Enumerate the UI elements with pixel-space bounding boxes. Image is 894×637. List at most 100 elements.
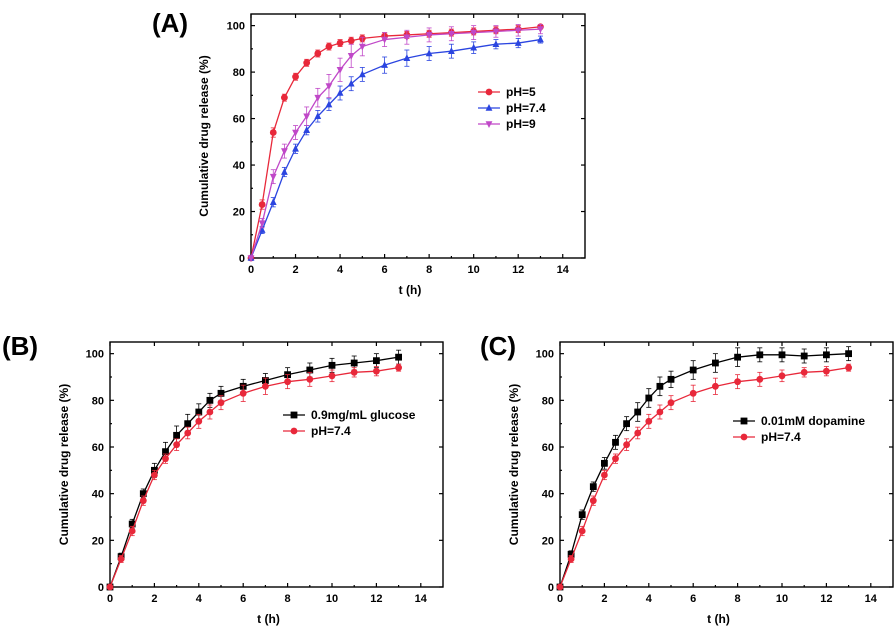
chart-panel-3: 0 2 4 6 8 10 12 14 0 20 40 60 80 100 t (h) Cumulative d… — [480, 331, 894, 626]
x-axis-title: t (h) — [707, 612, 730, 626]
data-point — [347, 53, 355, 60]
data-point — [139, 490, 147, 498]
panel-label: (B) — [2, 331, 38, 361]
data-point — [823, 367, 830, 375]
data-point — [667, 375, 675, 383]
data-point — [778, 372, 786, 380]
data-point — [470, 43, 478, 51]
series-1 — [556, 346, 852, 591]
data-point — [712, 359, 719, 367]
data-point — [281, 168, 288, 175]
data-point — [314, 50, 322, 57]
x-tick-label: 8 — [735, 593, 741, 605]
data-point — [778, 351, 786, 359]
x-tick-label: 8 — [285, 593, 291, 605]
series-1 — [247, 23, 544, 262]
data-point — [634, 408, 642, 416]
data-point — [567, 555, 575, 563]
y-axis-title: Cumulative drug release (%) — [197, 55, 211, 216]
data-point — [284, 378, 291, 386]
data-point — [281, 148, 288, 156]
series-line — [250, 28, 541, 259]
data-point — [645, 417, 653, 425]
legend-label: pH=9 — [506, 117, 536, 131]
data-point — [601, 459, 608, 467]
x-tick-label: 6 — [690, 593, 696, 605]
data-point — [336, 39, 344, 47]
data-point — [184, 429, 192, 437]
data-point — [347, 79, 355, 87]
data-point — [373, 367, 380, 375]
data-point — [328, 372, 336, 380]
x-axis-title: t (h) — [257, 612, 280, 626]
data-point — [634, 429, 642, 437]
data-point — [623, 441, 630, 449]
data-point — [247, 255, 255, 262]
y-tick-label: 60 — [233, 114, 245, 126]
data-point — [128, 527, 136, 535]
data-point — [656, 408, 664, 416]
legend-label: pH=7.4 — [506, 101, 546, 115]
data-point — [262, 382, 269, 390]
data-point — [514, 39, 522, 46]
x-tick-label: 0 — [248, 264, 254, 276]
legend-label: 0.9mg/mL glucose — [311, 408, 416, 422]
y-tick-label: 0 — [239, 253, 245, 265]
data-point — [281, 94, 288, 102]
data-point — [195, 417, 203, 425]
data-point — [292, 129, 299, 137]
y-tick-label: 80 — [542, 395, 554, 407]
legend-marker — [740, 417, 748, 425]
data-point — [314, 94, 322, 102]
data-point — [358, 43, 366, 51]
x-tick-label: 12 — [512, 264, 524, 276]
data-point — [395, 364, 402, 372]
y-tick-label: 20 — [542, 535, 554, 547]
series-3 — [247, 24, 544, 262]
data-point — [292, 73, 299, 81]
data-point — [258, 220, 266, 228]
legend: pH=5 pH=7.4 pH=9 — [478, 85, 546, 131]
data-point — [217, 399, 225, 407]
legend-marker — [485, 88, 493, 96]
y-tick-label: 20 — [233, 207, 245, 219]
data-point — [314, 112, 322, 120]
data-point — [306, 375, 314, 383]
y-tick-label: 40 — [92, 489, 104, 501]
x-tick-label: 6 — [382, 264, 388, 276]
data-point — [325, 83, 333, 91]
data-point — [258, 226, 266, 233]
plot-frame — [559, 341, 894, 588]
data-point — [269, 129, 277, 136]
data-point — [336, 66, 344, 74]
data-point — [567, 550, 575, 558]
data-point — [336, 89, 344, 96]
data-point — [425, 49, 433, 57]
data-point — [306, 366, 314, 374]
y-tick-label: 60 — [542, 442, 554, 454]
y-tick-label: 0 — [98, 582, 104, 594]
x-axis-title: t (h) — [399, 283, 422, 297]
data-point — [448, 47, 455, 54]
data-point — [269, 173, 277, 181]
data-point — [173, 431, 180, 439]
data-point — [800, 352, 808, 360]
data-point — [612, 438, 619, 446]
data-point — [556, 583, 564, 591]
x-tick-label: 10 — [326, 593, 338, 605]
data-point — [448, 30, 455, 38]
legend-marker — [485, 121, 493, 128]
data-point — [206, 396, 214, 404]
data-point — [589, 497, 597, 505]
data-point — [106, 583, 114, 591]
data-point — [823, 351, 830, 359]
data-point — [645, 394, 653, 402]
x-tick-label: 12 — [820, 593, 832, 605]
data-point — [845, 364, 852, 372]
data-point — [358, 70, 366, 78]
data-point — [425, 32, 433, 39]
y-tick-label: 80 — [92, 395, 104, 407]
legend-label: pH=7.4 — [761, 430, 801, 444]
data-point — [656, 382, 664, 390]
